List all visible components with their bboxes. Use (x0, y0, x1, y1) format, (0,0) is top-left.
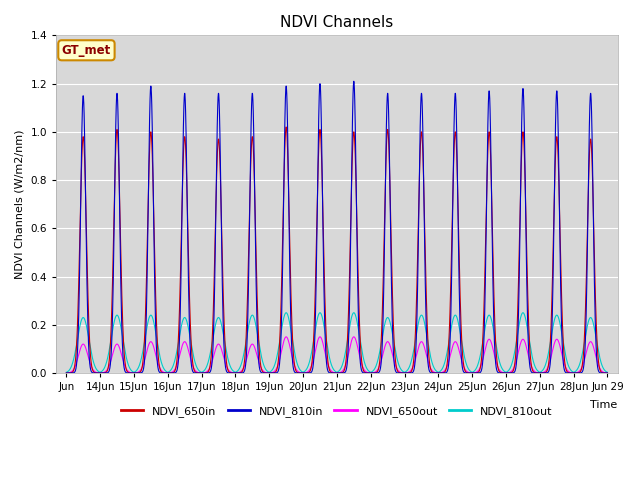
Title: NDVI Channels: NDVI Channels (280, 15, 394, 30)
Legend: NDVI_650in, NDVI_810in, NDVI_650out, NDVI_810out: NDVI_650in, NDVI_810in, NDVI_650out, NDV… (116, 402, 557, 421)
Text: GT_met: GT_met (62, 44, 111, 57)
Y-axis label: NDVI Channels (W/m2/nm): NDVI Channels (W/m2/nm) (15, 130, 25, 279)
X-axis label: Time: Time (590, 400, 618, 410)
